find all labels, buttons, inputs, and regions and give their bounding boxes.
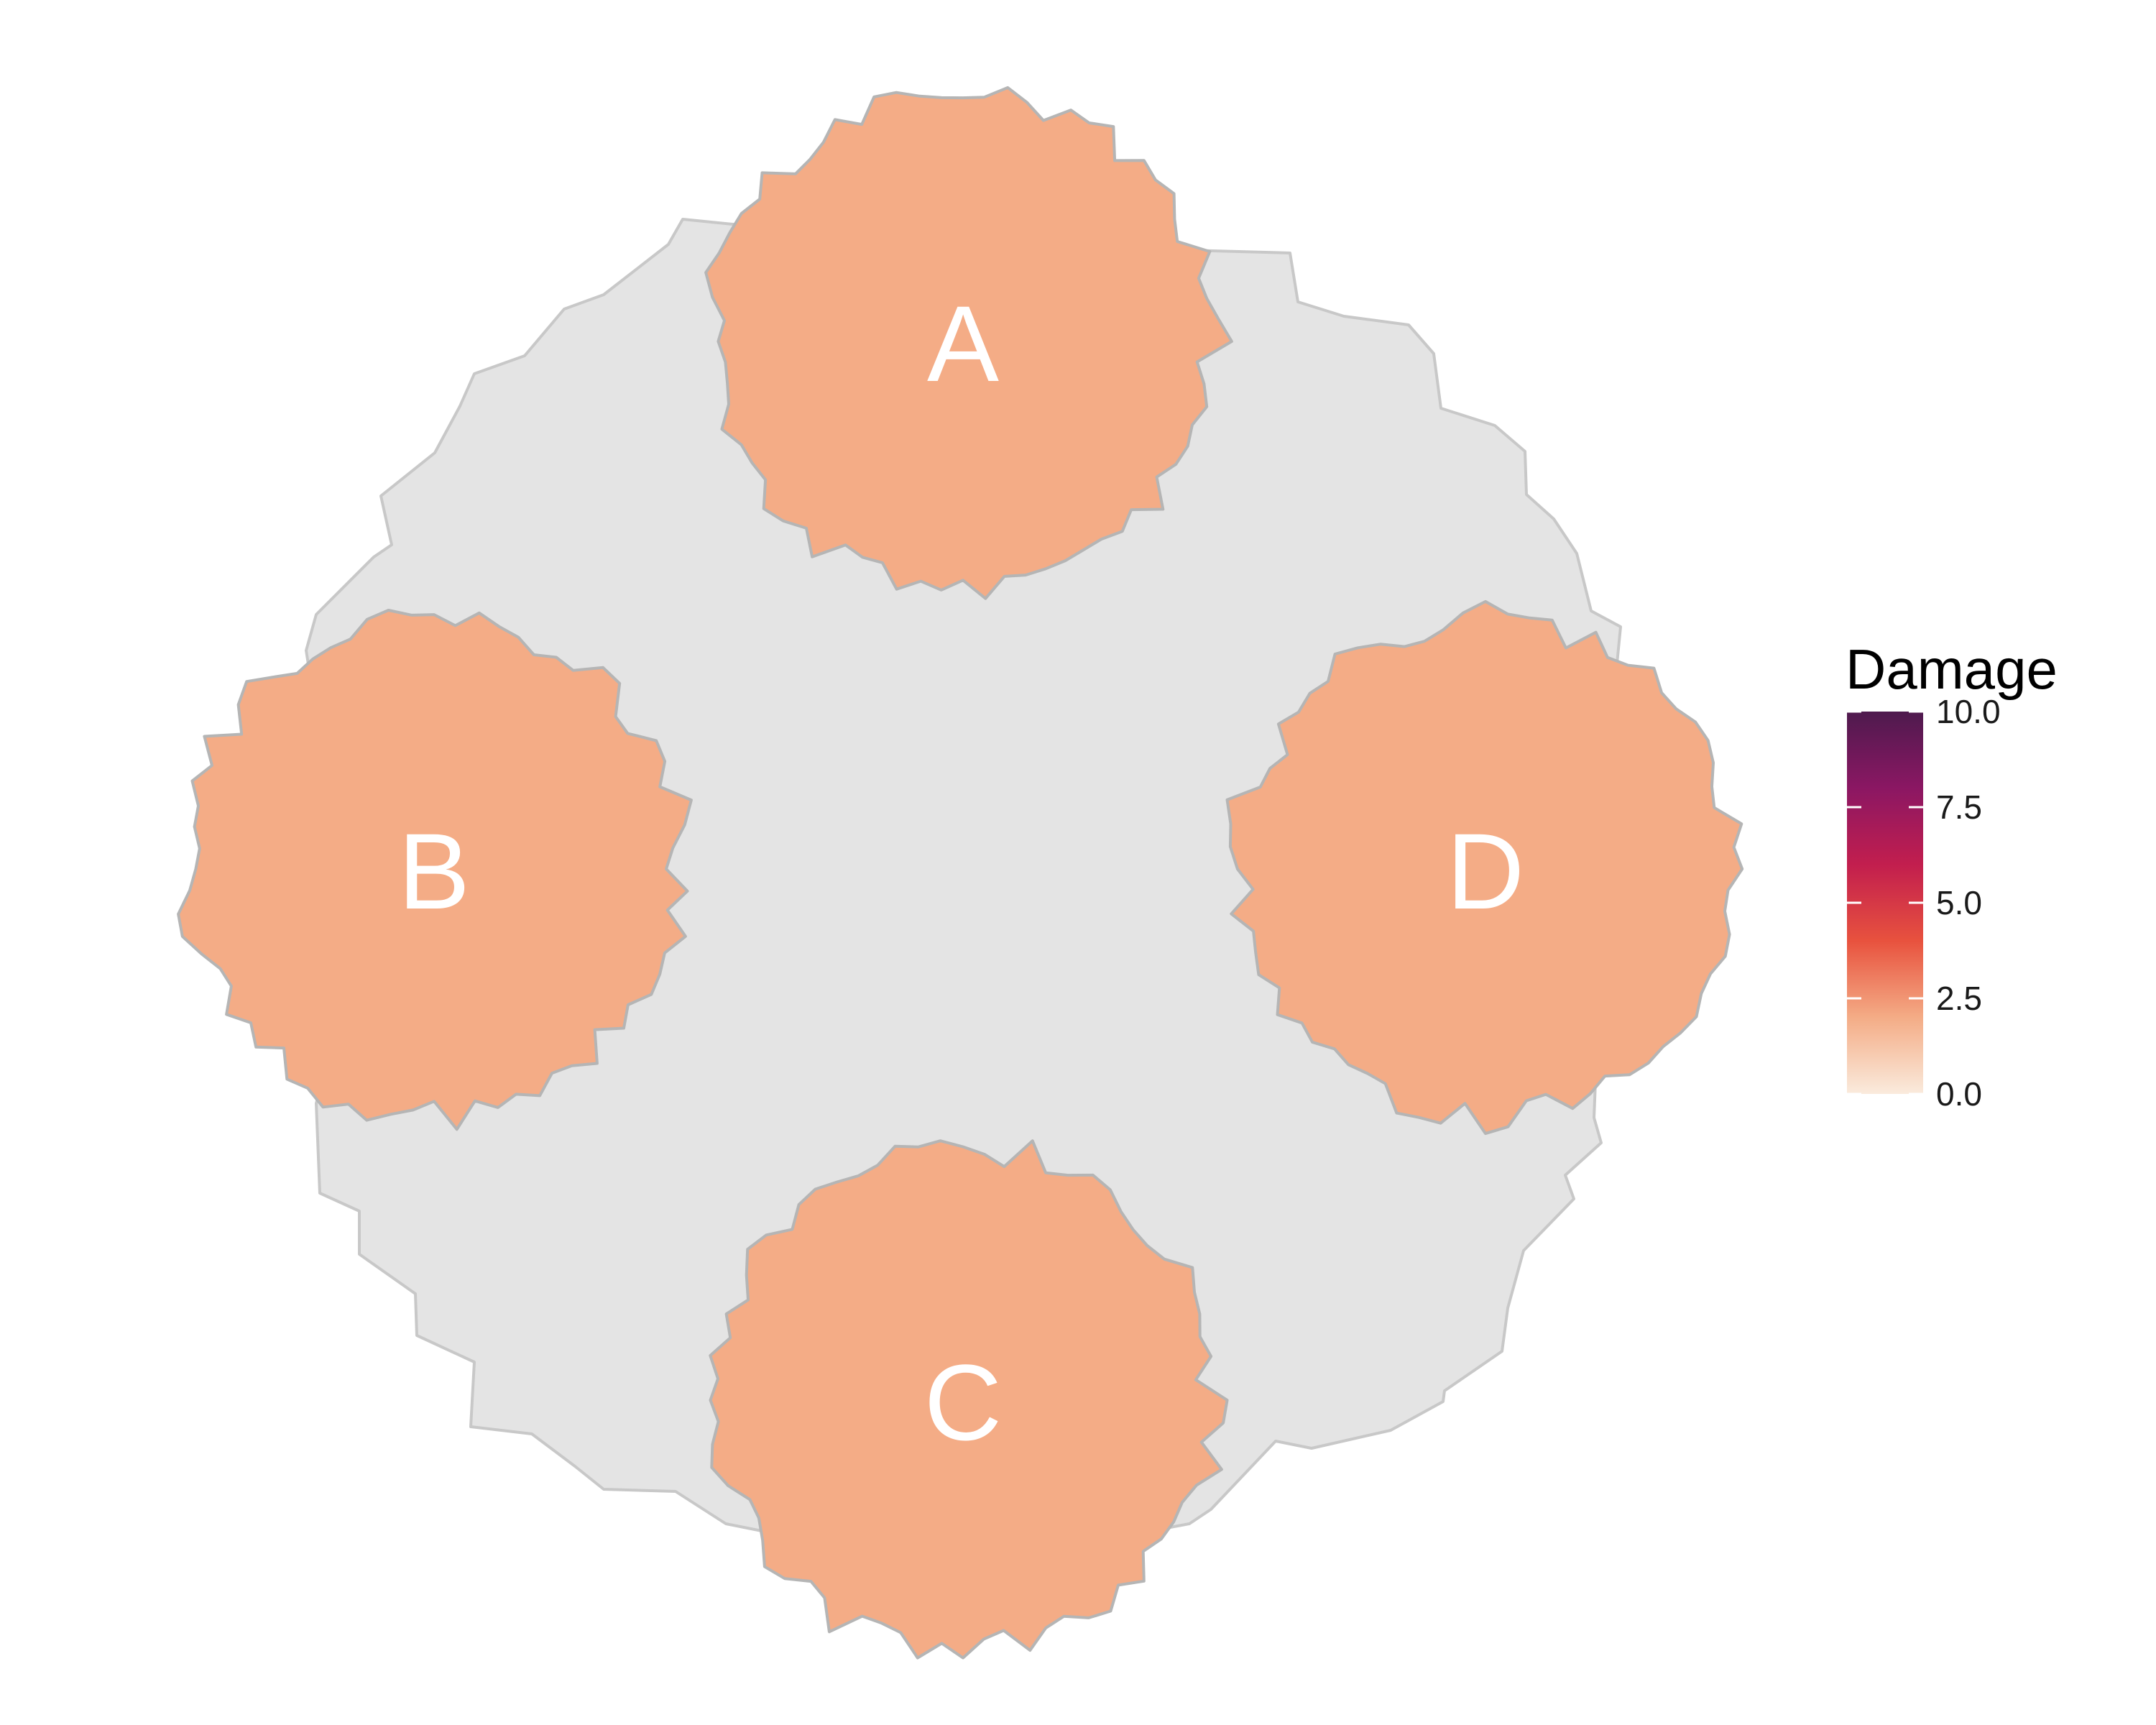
legend-tick-label: 7.5: [1936, 788, 1982, 826]
region-a-label: A: [927, 283, 999, 404]
legend-tick-label: 0.0: [1936, 1075, 1982, 1113]
legend-title: Damage: [1846, 638, 2058, 701]
legend-tick-label: 2.5: [1936, 980, 1982, 1017]
region-c-label: C: [924, 1342, 1002, 1463]
legend: Damage 0.0 2.5 5.0 7.5 10.0: [1846, 638, 2058, 1113]
legend-tick-label: 10.0: [1936, 693, 2001, 730]
legend-tick-label: 5.0: [1936, 884, 1982, 921]
region-d-label: D: [1447, 811, 1524, 932]
region-b-label: B: [398, 811, 470, 932]
